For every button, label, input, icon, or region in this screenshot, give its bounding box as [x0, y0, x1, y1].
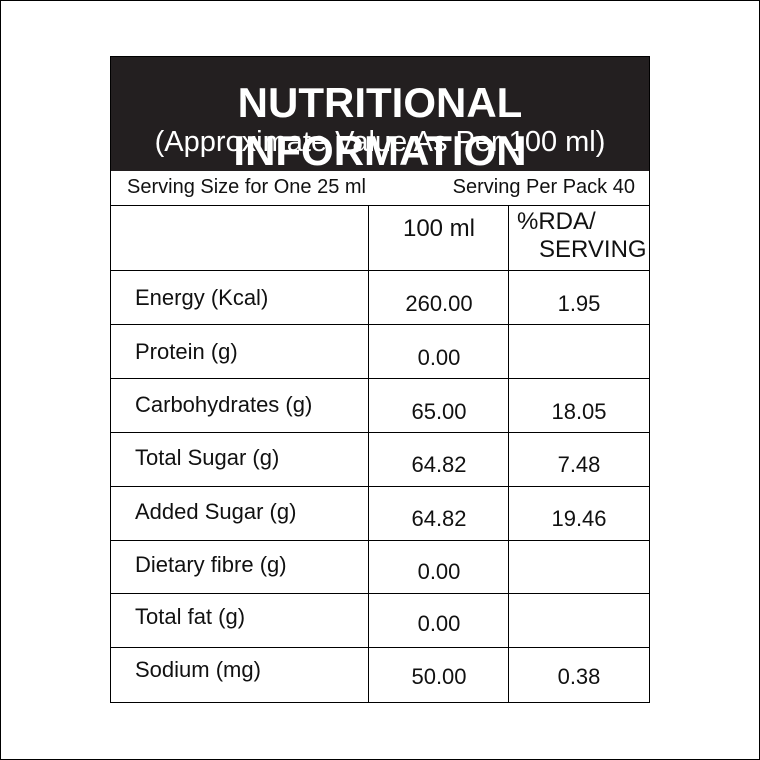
table-row: Protein (g) 0.00: [111, 325, 649, 379]
label-title: NUTRITIONAL INFORMATION: [233, 79, 527, 174]
column-divider-1: [368, 205, 369, 702]
table-row: Carbohydrates (g) 65.00 18.05: [111, 379, 649, 433]
nutrient-name: Sodium (mg): [135, 657, 261, 682]
table-row: Total fat (g) 0.00: [111, 594, 649, 648]
serving-info-row: Serving Size for One 25 ml Serving Per P…: [111, 171, 649, 206]
nutrient-rda: 19.46: [551, 506, 607, 531]
nutrient-value: 0.00: [417, 611, 461, 636]
column-header-per-100: 100 ml: [402, 215, 476, 242]
nutrient-name: Dietary fibre (g): [135, 552, 287, 577]
table-row: Sodium (mg) 50.00 0.38: [111, 648, 649, 702]
column-header-rda-line2: SERVING: [539, 236, 647, 263]
nutrient-rda: 0.38: [557, 664, 601, 689]
nutrient-value: 50.00: [411, 664, 467, 689]
table-row: Dietary fibre (g) 0.00: [111, 541, 649, 594]
table-row: Total Sugar (g) 64.82 7.48: [111, 433, 649, 487]
nutrient-value: 65.00: [411, 399, 467, 424]
column-divider-2: [508, 205, 509, 702]
nutrient-value: 0.00: [417, 345, 461, 370]
nutrient-name: Total Sugar (g): [135, 445, 280, 470]
nutrient-value: 64.82: [411, 452, 467, 477]
serving-size: Serving Size for One 25 ml: [127, 176, 366, 198]
nutrient-name: Added Sugar (g): [135, 499, 297, 524]
nutrient-name: Carbohydrates (g): [135, 392, 313, 417]
nutrient-name: Energy (Kcal): [135, 285, 269, 310]
nutrient-rda: 1.95: [557, 291, 601, 316]
column-header-row: 100 ml %RDA/ SERVING: [111, 205, 649, 271]
nutrient-rda: 18.05: [551, 399, 607, 424]
label-header: NUTRITIONAL INFORMATION (Approximate Val…: [111, 57, 649, 174]
nutrition-label: NUTRITIONAL INFORMATION (Approximate Val…: [110, 56, 650, 703]
servings-per-pack: Serving Per Pack 40: [452, 176, 635, 198]
nutrient-value: 260.00: [405, 291, 473, 316]
column-header-rda-line1: %RDA/: [517, 208, 596, 235]
table-row: Energy (Kcal) 260.00 1.95: [111, 271, 649, 325]
nutrient-rda: 7.48: [557, 452, 601, 477]
table-row: Added Sugar (g) 64.82 19.46: [111, 487, 649, 541]
nutrient-value: 0.00: [417, 559, 461, 584]
nutrient-name: Total fat (g): [135, 604, 246, 629]
label-subtitle: (Approximate Value As Per 100 ml): [154, 126, 606, 158]
nutrient-name: Protein (g): [135, 339, 238, 364]
nutrient-value: 64.82: [411, 506, 467, 531]
